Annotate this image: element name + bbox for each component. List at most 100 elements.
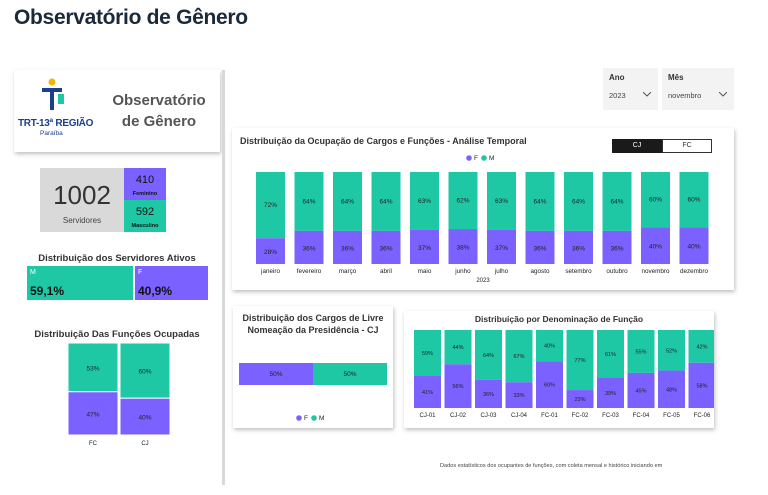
den-bar-female-CJ-04[interactable] [505, 382, 533, 408]
den-tick: FC-01 [541, 413, 558, 419]
logo-label-1: Observatório [112, 92, 206, 109]
logo-org: TRT-13ª REGIÃO [18, 118, 94, 129]
cj-label-female: 50% [269, 371, 282, 378]
toggle-fc[interactable]: FC [662, 139, 712, 153]
den-tick: FC-03 [602, 413, 619, 419]
temporal-bar-female-julho[interactable] [487, 229, 516, 264]
den-bar-female-FC-04[interactable] [627, 372, 655, 408]
funcoes-label-male: 60% [138, 369, 151, 376]
funcoes-label-female: 47% [86, 411, 99, 418]
cj-chart-card: Distribuição dos Cargos de Livre Nomeaçã… [233, 306, 393, 428]
temporal-bar-male-outubro[interactable] [602, 172, 632, 231]
temporal-bar-male-agosto[interactable] [525, 172, 555, 231]
temporal-bar-male-novembro[interactable] [641, 172, 670, 228]
den-bar-male-FC-06[interactable] [688, 330, 716, 363]
temporal-bar-male-julho[interactable] [487, 172, 516, 230]
den-bar-female-CJ-01[interactable] [414, 376, 441, 408]
temporal-bar-male-março[interactable] [333, 172, 362, 231]
temporal-tick: junho [454, 268, 471, 275]
den-bar-male-FC-04[interactable] [627, 330, 655, 373]
den-bar-female-CJ-03[interactable] [475, 379, 502, 408]
temporal-label-male: 60% [649, 197, 662, 204]
legend-f-marker [296, 415, 302, 421]
temporal-bar-female-junho[interactable] [448, 229, 478, 264]
temporal-bar-female-setembro[interactable] [564, 230, 593, 264]
den-bar-male-FC-02[interactable] [566, 330, 594, 391]
den-label-female: 36% [483, 392, 494, 398]
den-bar-female-FC-01[interactable] [536, 361, 563, 408]
cj-bar-female[interactable] [239, 363, 313, 385]
den-bar-male-CJ-01[interactable] [414, 330, 441, 377]
temporal-bar-female-novembro[interactable] [641, 227, 670, 264]
legend-m-label: M [489, 155, 494, 162]
den-bar-male-FC-05[interactable] [658, 330, 685, 371]
den-label-male: 40% [544, 344, 555, 350]
temporal-tick: setembro [565, 268, 592, 275]
temporal-bar-female-março[interactable] [333, 230, 362, 264]
temporal-label-male: 63% [495, 198, 508, 205]
temporal-bar-male-fevereiro[interactable] [294, 172, 324, 231]
den-bar-female-FC-05[interactable] [658, 370, 685, 408]
temporal-label-female: 36% [572, 245, 585, 252]
den-bar-female-FC-03[interactable] [597, 377, 624, 408]
temporal-label-female: 36% [610, 245, 623, 252]
toggle-cj[interactable]: CJ [612, 139, 662, 153]
den-bar-female-FC-06[interactable] [688, 362, 716, 408]
den-label-female: 45% [635, 388, 646, 394]
logo-card: TRT-13ª REGIÃO Paraíba Observatório de G… [14, 70, 220, 152]
temporal-bar-female-janeiro[interactable] [256, 238, 285, 264]
den-bar-male-CJ-03[interactable] [475, 330, 502, 380]
legend-f-label: F [304, 415, 308, 422]
trt-logo-icon [42, 78, 64, 110]
servidores-f-label: F [137, 269, 143, 276]
den-tick: CJ-04 [511, 413, 528, 419]
temporal-label-male: 60% [687, 197, 700, 204]
kpi-masc-value: 592 [135, 206, 155, 218]
temporal-tick: dezembro [680, 268, 708, 275]
servidores-bar-female[interactable]: F 40,9% [134, 266, 208, 300]
legend-m-marker [311, 415, 317, 421]
temporal-bar-female-fevereiro[interactable] [294, 230, 324, 264]
den-bar-male-FC-03[interactable] [597, 330, 624, 378]
servidores-bar-male[interactable]: M 59,1% [27, 266, 133, 300]
logo-sub: Paraíba [40, 130, 63, 137]
temporal-bar-male-maio[interactable] [410, 172, 439, 230]
temporal-bar-female-maio[interactable] [410, 229, 439, 264]
den-bar-female-CJ-02[interactable] [444, 364, 472, 408]
funcoes-tick: CJ [141, 441, 148, 447]
funcoes-bar-female-FC[interactable] [67, 391, 119, 436]
den-bar-male-CJ-02[interactable] [444, 330, 472, 365]
temporal-bar-female-agosto[interactable] [525, 230, 555, 264]
den-label-female: 58% [696, 383, 707, 389]
cj-chart-title: Distribuição dos Cargos de Livre Nomeaçã… [242, 313, 384, 335]
temporal-bar-female-dezembro[interactable] [679, 227, 709, 264]
den-bar-female-FC-02[interactable] [566, 390, 594, 408]
den-tick: FC-04 [633, 413, 650, 419]
temporal-bar-male-junho[interactable] [448, 172, 478, 230]
temporal-tick: outubro [606, 268, 628, 275]
temporal-bar-female-outubro[interactable] [602, 230, 632, 264]
legend-m-marker [481, 155, 487, 161]
funcoes-bar-male-FC[interactable] [67, 342, 119, 393]
kpi-masc-box: 592 Masculino [124, 200, 166, 232]
temporal-tick: julho [494, 268, 509, 275]
cj-bar-male[interactable] [313, 363, 387, 385]
mes-slicer-label: Mês [668, 73, 684, 82]
servidores-f-value: 40,9% [137, 284, 172, 298]
funcoes-bar-male-CJ[interactable] [119, 342, 171, 399]
ano-slicer-label: Ano [609, 73, 625, 82]
temporal-bar-male-setembro[interactable] [564, 172, 593, 231]
den-label-male: 59% [422, 351, 433, 357]
temporal-label-female: 36% [379, 245, 392, 252]
temporal-bar-male-abril[interactable] [371, 172, 401, 231]
funcoes-bar-female-CJ[interactable] [119, 397, 171, 436]
denominacao-chart: 59% 41% CJ-01 44% 56% CJ-02 64% 36% CJ-03 67% 33% C… [404, 327, 716, 427]
den-bar-male-FC-01[interactable] [536, 330, 563, 362]
mes-slicer[interactable]: Mês novembro [662, 68, 734, 110]
temporal-bar-male-dezembro[interactable] [679, 172, 709, 228]
temporal-bar-female-abril[interactable] [371, 230, 401, 264]
temporal-bar-male-janeiro[interactable] [256, 172, 285, 239]
den-bar-male-CJ-04[interactable] [505, 330, 533, 383]
kpi-masc-label: Masculino [131, 223, 159, 229]
ano-slicer[interactable]: Ano 2023 [603, 68, 658, 110]
